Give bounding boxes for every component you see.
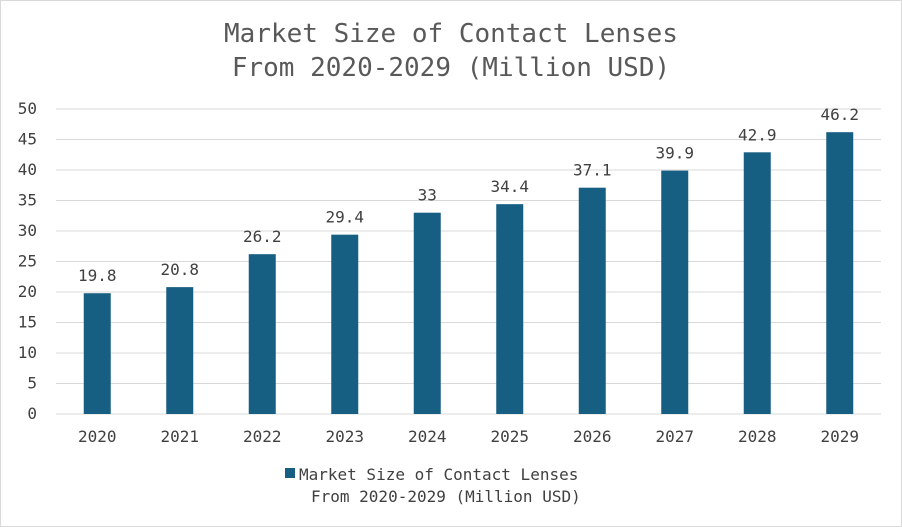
x-tick-label: 2025: [490, 427, 529, 446]
y-axis: 0 5 10 15 20 25 30 35 40 45 50: [18, 99, 37, 423]
data-label: 20.8: [160, 260, 199, 279]
x-tick-label: 2028: [738, 427, 777, 446]
y-tick-label: 10: [18, 343, 37, 362]
bar: [578, 187, 606, 414]
legend-label-line-2: From 2020-2029 (Million USD): [311, 487, 581, 506]
data-label: 29.4: [325, 208, 364, 227]
x-tick-label: 2026: [573, 427, 612, 446]
data-label: 39.9: [655, 144, 694, 163]
x-tick-label: 2023: [325, 427, 364, 446]
x-axis: 2020 2021 2022 2023 2024 2025 2026 2027 2028 2029: [78, 427, 859, 446]
bars: [83, 132, 854, 414]
y-tick-label: 0: [27, 404, 37, 423]
data-label: 33: [418, 186, 437, 205]
y-tick-label: 25: [18, 252, 37, 271]
x-tick-label: 2021: [160, 427, 199, 446]
y-tick-label: 20: [18, 282, 37, 301]
data-label: 26.2: [243, 227, 282, 246]
y-tick-label: 15: [18, 313, 37, 332]
x-tick-label: 2022: [243, 427, 282, 446]
chart-title-line-1: Market Size of Contact Lenses: [224, 19, 678, 49]
y-tick-label: 35: [18, 191, 37, 210]
y-tick-label: 45: [18, 130, 37, 149]
y-tick-label: 5: [27, 374, 37, 393]
bar: [166, 287, 194, 414]
y-tick-label: 50: [18, 99, 37, 118]
data-label: 34.4: [490, 177, 529, 196]
y-tick-label: 40: [18, 160, 37, 179]
legend: Market Size of Contact Lenses From 2020-…: [285, 465, 581, 506]
bar: [496, 204, 524, 414]
gridlines: [56, 108, 881, 415]
bar: [248, 254, 276, 414]
x-tick-label: 2020: [78, 427, 117, 446]
data-label: 37.1: [573, 161, 612, 180]
data-label: 42.9: [738, 125, 777, 144]
x-tick-label: 2027: [655, 427, 694, 446]
bar: [743, 152, 771, 414]
bar: [661, 170, 689, 414]
y-tick-label: 30: [18, 221, 37, 240]
x-tick-label: 2024: [408, 427, 447, 446]
bar: [413, 212, 441, 414]
data-label: 46.2: [820, 105, 859, 124]
bar: [83, 293, 111, 414]
chart-title-line-2: From 2020-2029 (Million USD): [232, 53, 670, 83]
data-labels: 19.8 20.8 26.2 29.4 33 34.4 37.1 39.9 42.9 46.2: [78, 105, 859, 285]
legend-label-line-1: Market Size of Contact Lenses: [299, 465, 578, 484]
bar: [826, 132, 854, 414]
legend-swatch: [285, 468, 295, 478]
bar: [331, 234, 359, 414]
x-tick-label: 2029: [820, 427, 859, 446]
data-label: 19.8: [78, 266, 117, 285]
